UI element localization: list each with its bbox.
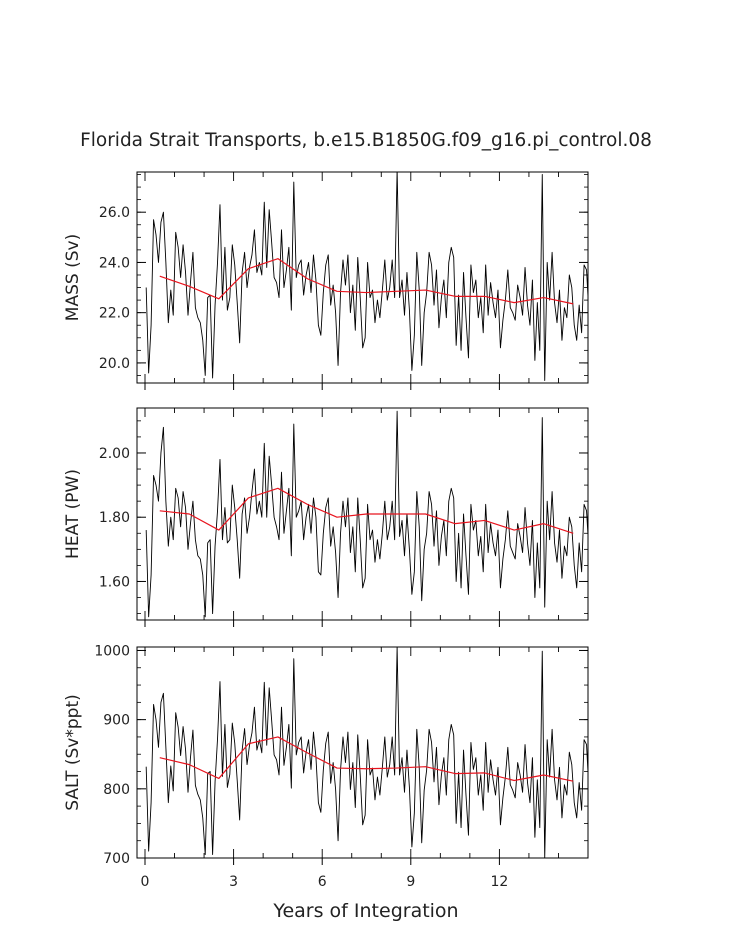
y-tick-label: 22.0 <box>99 306 130 322</box>
y-tick-label: 24.0 <box>99 255 130 271</box>
figure-title: Florida Strait Transports, b.e15.B1850G.… <box>80 130 652 151</box>
y-tick-label: 1.80 <box>99 510 130 526</box>
y-axis-label: MASS (Sv) <box>63 234 83 321</box>
panel-frame <box>136 171 589 384</box>
panel-frame <box>136 646 589 859</box>
panel-mass: 20.0 22.0 24.0 26.0 MASS (Sv) <box>63 171 589 390</box>
series-monthly-line <box>145 647 588 858</box>
panel-heat: 1.60 1.80 2.00 HEAT (PW) <box>63 407 589 627</box>
y-tick-label: 900 <box>103 713 130 729</box>
x-tick-label: 3 <box>229 874 238 890</box>
y-axis-label: HEAT (PW) <box>63 469 83 559</box>
y-tick-label: 700 <box>103 851 130 867</box>
x-axis-label: Years of Integration <box>272 900 458 922</box>
y-tick-label: 20.0 <box>99 356 130 372</box>
y-tick-label: 1.60 <box>99 574 130 590</box>
y-tick-label: 800 <box>103 782 130 798</box>
x-tick-label: 6 <box>318 874 327 890</box>
y-tick-label: 1000 <box>94 643 130 659</box>
series-annual-line <box>159 736 574 782</box>
panel-salt: 700 800 900 1000 SALT (Sv*ppt) <box>63 643 589 867</box>
y-tick-label: 26.0 <box>99 205 130 221</box>
x-tick-label: 0 <box>141 874 150 890</box>
series-monthly-line <box>145 172 588 381</box>
y-axis-label: SALT (Sv*ppt) <box>63 694 83 811</box>
x-tick-label: 9 <box>406 874 415 890</box>
series-annual-line <box>159 258 574 305</box>
y-tick-label: 2.00 <box>99 446 130 462</box>
series-annual-line <box>159 487 574 534</box>
x-tick-label: 12 <box>490 874 508 890</box>
panel-frame <box>136 407 589 621</box>
